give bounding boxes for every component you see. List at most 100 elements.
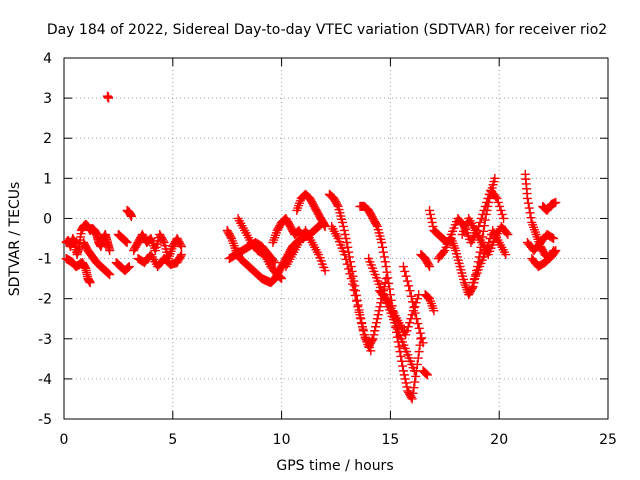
y-tick-label: 4 — [43, 51, 52, 67]
data-point — [405, 286, 415, 296]
data-point — [121, 237, 131, 247]
data-point — [497, 209, 507, 219]
data-point — [123, 263, 133, 273]
data-point — [85, 278, 95, 288]
y-axis-label: SDTVAR / TECUs — [7, 182, 23, 297]
data-point — [371, 220, 381, 230]
data-point — [177, 242, 187, 252]
data-point — [483, 193, 493, 203]
data-point — [425, 205, 435, 215]
data-point — [349, 285, 359, 295]
data-point — [369, 330, 379, 340]
data-point — [401, 378, 411, 388]
y-tick-label: 2 — [43, 131, 52, 147]
data-point — [277, 274, 287, 284]
data-point — [370, 326, 380, 336]
data-point — [398, 366, 408, 376]
data-point — [385, 290, 395, 300]
data-point — [398, 262, 408, 272]
data-point — [525, 208, 535, 218]
data-point — [422, 369, 432, 379]
data-point — [424, 260, 434, 270]
data-point — [526, 213, 536, 223]
data-point — [351, 296, 361, 306]
data-point — [482, 242, 492, 252]
data-point — [404, 281, 414, 291]
data-point — [414, 323, 424, 333]
data-point — [396, 351, 406, 361]
data-point — [270, 258, 280, 268]
data-point — [413, 319, 423, 329]
data-point — [341, 234, 351, 243]
data-point — [547, 233, 557, 243]
data-point — [350, 290, 360, 300]
data-point — [338, 217, 348, 227]
data-point — [373, 310, 383, 320]
data-point — [368, 334, 378, 344]
data-point — [320, 266, 330, 276]
data-point — [355, 313, 365, 323]
data-point — [409, 366, 419, 376]
data-point — [385, 284, 395, 294]
data-point — [407, 394, 417, 404]
data-point — [340, 250, 350, 260]
data-point — [176, 251, 186, 261]
data-point — [366, 346, 376, 356]
data-point — [492, 193, 502, 203]
y-tick-label: 1 — [43, 171, 52, 187]
data-point — [421, 368, 431, 378]
data-point — [367, 335, 377, 345]
data-point — [482, 197, 492, 207]
data-point — [383, 273, 393, 283]
data-point — [275, 272, 285, 282]
y-tick-label: -2 — [38, 292, 52, 308]
data-point — [409, 383, 419, 393]
data-point — [551, 197, 561, 207]
data-point — [425, 262, 435, 272]
data-point — [158, 236, 168, 246]
data-point — [478, 209, 488, 219]
data-point — [496, 205, 506, 215]
data-point — [372, 314, 382, 324]
data-point — [400, 266, 410, 276]
data-point — [426, 213, 436, 223]
data-point — [120, 236, 130, 246]
data-point — [123, 262, 133, 272]
data-point — [425, 209, 435, 219]
y-tick-label: -5 — [38, 412, 52, 428]
grid-lines — [64, 58, 608, 419]
data-point — [122, 238, 132, 248]
data-point — [401, 330, 411, 340]
data-point — [339, 225, 349, 235]
x-tick-label: 20 — [490, 432, 508, 448]
data-point — [412, 294, 422, 304]
data-point — [371, 318, 381, 328]
data-point — [550, 247, 560, 257]
data-point — [401, 271, 411, 281]
data-point — [481, 246, 491, 256]
data-point — [427, 217, 437, 227]
x-tick-label: 5 — [168, 432, 177, 448]
data-point — [346, 274, 356, 284]
data-point — [104, 93, 114, 103]
data-point — [358, 324, 368, 334]
data-point — [551, 246, 561, 256]
data-point — [480, 201, 490, 211]
chart-title: Day 184 of 2022, Sidereal Day-to-day VTE… — [47, 22, 607, 38]
data-point — [415, 328, 425, 338]
data-point — [103, 268, 113, 278]
data-point — [399, 370, 409, 380]
data-point — [402, 276, 412, 286]
data-point — [332, 200, 342, 210]
data-point — [411, 371, 421, 381]
data-point — [371, 322, 381, 332]
data-point — [124, 262, 134, 272]
data-point — [480, 215, 490, 225]
data-point — [382, 267, 392, 277]
data-point — [398, 361, 408, 371]
data-point — [467, 283, 477, 293]
y-tick-label: 0 — [43, 211, 52, 227]
x-tick-label: 10 — [273, 432, 291, 448]
data-point — [422, 370, 432, 380]
